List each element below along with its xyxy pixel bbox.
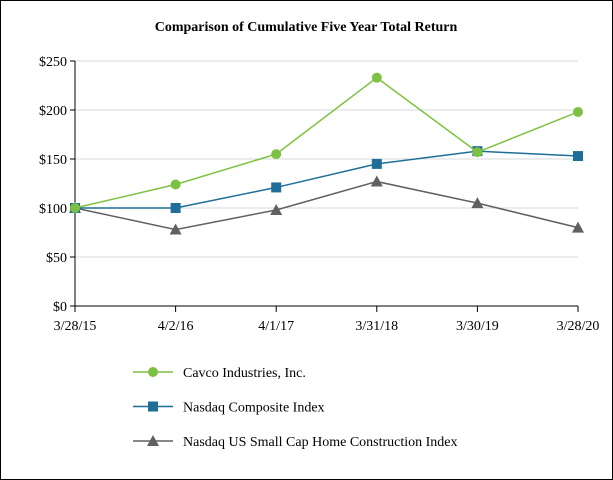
y-tick-label: $100	[39, 202, 67, 217]
data-point	[70, 203, 80, 213]
data-point	[371, 158, 382, 169]
x-tick-label: 3/31/18	[355, 319, 398, 334]
legend-item: Nasdaq US Small Cap Home Construction In…	[133, 435, 458, 450]
data-point	[270, 203, 283, 215]
data-point	[471, 197, 484, 209]
data-point	[170, 203, 181, 213]
series-line	[74, 180, 579, 231]
series-1	[70, 146, 583, 213]
data-point	[573, 151, 583, 162]
x-tick-label: 3/28/20	[557, 319, 600, 334]
data-point	[370, 175, 383, 187]
data-point	[170, 179, 181, 190]
legend-marker	[147, 435, 159, 446]
x-tick-label: 3/30/19	[456, 319, 499, 334]
y-tick-label: $50	[46, 251, 67, 266]
series-0	[70, 72, 583, 213]
chart-title: Comparison of Cumulative Five Year Total…	[155, 20, 458, 35]
data-point	[572, 221, 584, 233]
data-point	[573, 106, 583, 117]
data-point	[271, 149, 282, 160]
series-line	[75, 150, 579, 209]
y-tick-label: $250	[39, 55, 67, 70]
y-tick-label: $0	[53, 300, 67, 315]
legend-label: Nasdaq Composite Index	[183, 401, 325, 416]
series-2	[69, 175, 584, 235]
legend-label: Cavco Industries, Inc.	[183, 366, 306, 381]
y-tick-label: $200	[39, 104, 67, 119]
legend-item: Cavco Industries, Inc.	[133, 366, 306, 381]
legend-marker	[148, 367, 158, 377]
data-point	[472, 147, 483, 158]
legend-label: Nasdaq US Small Cap Home Construction In…	[183, 435, 458, 450]
x-tick-label: 4/2/16	[158, 319, 194, 334]
legend-item: Nasdaq Composite Index	[133, 401, 325, 416]
data-point	[169, 223, 182, 235]
data-point	[371, 72, 382, 83]
x-tick-label: 4/1/17	[258, 319, 294, 334]
series-line	[74, 76, 579, 209]
y-tick-label: $150	[39, 153, 67, 168]
data-point	[271, 182, 282, 193]
x-tick-label: 3/28/15	[54, 319, 97, 334]
legend-marker	[148, 401, 158, 412]
